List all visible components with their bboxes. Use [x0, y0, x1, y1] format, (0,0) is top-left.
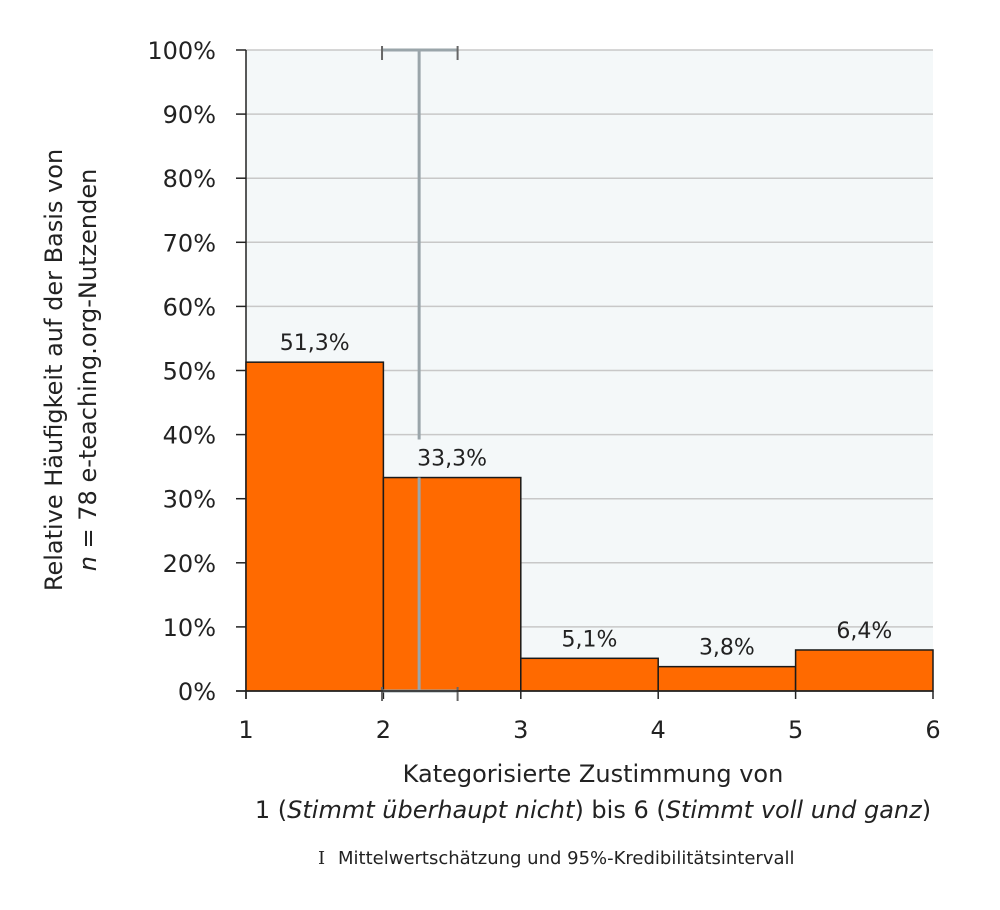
bar	[382, 476, 522, 692]
data-label: 3,8%	[699, 636, 755, 661]
x-tick-label: 2	[376, 716, 391, 744]
y-axis-label-line2: n = 78 e-teaching.org-Nutzenden	[74, 169, 102, 572]
data-label: 6,4%	[836, 619, 892, 644]
y-tick-label: 20%	[163, 550, 216, 578]
y-tick-label: 90%	[163, 101, 216, 129]
y-tick-label: 80%	[163, 165, 216, 193]
y-tick-label: 30%	[163, 486, 216, 514]
x-tick-label: 3	[513, 716, 528, 744]
x-tick-label: 5	[788, 716, 803, 744]
x-axis-label-line2: 1 (Stimmt überhaupt nicht) bis 6 (Stimmt…	[255, 796, 931, 824]
data-label: 51,3%	[280, 331, 350, 356]
bar	[657, 665, 797, 692]
legend-symbol: I	[318, 848, 325, 869]
y-tick-label: 10%	[163, 614, 216, 642]
bar	[794, 649, 934, 692]
bar	[520, 657, 659, 692]
bar	[245, 361, 385, 692]
y-tick-label: 60%	[163, 293, 216, 321]
x-tick-label: 1	[238, 716, 253, 744]
x-tick-label: 4	[651, 716, 666, 744]
x-tick-label: 6	[925, 716, 940, 744]
y-tick-label: 70%	[163, 229, 216, 257]
legend-text: Mittelwertschätzung und 95%-Kredibilität…	[338, 848, 795, 869]
y-tick-label: 40%	[163, 422, 216, 450]
y-tick-label: 0%	[178, 678, 216, 706]
data-label: 5,1%	[562, 627, 618, 652]
data-label: 33,3%	[417, 447, 487, 472]
y-tick-label: 50%	[163, 358, 216, 386]
y-tick-label: 100%	[147, 37, 216, 65]
x-axis-label-line1: Kategorisierte Zustimmung von	[403, 760, 784, 788]
y-axis-label-line1: Relative Häufigkeit auf der Basis von	[40, 149, 68, 591]
